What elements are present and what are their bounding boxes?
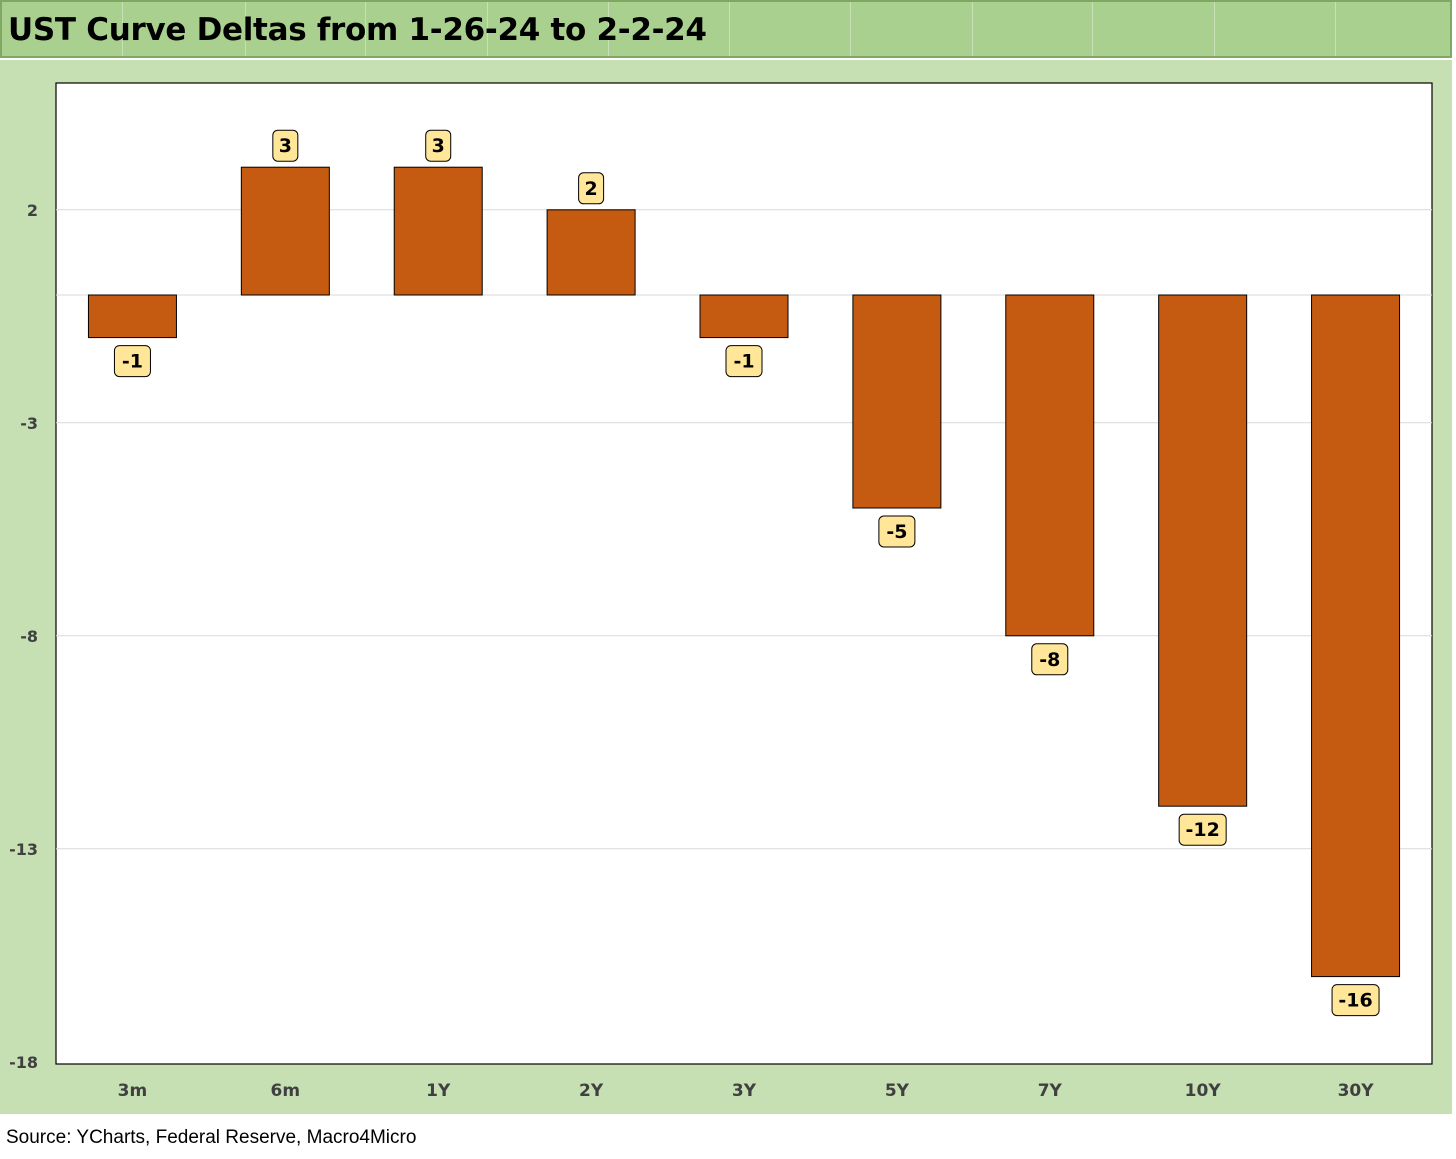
bar-7Y: [1005, 294, 1095, 637]
y-tick-label: -8: [20, 627, 38, 646]
y-tick-label: -13: [9, 840, 38, 859]
x-tick-label: 5Y: [885, 1081, 910, 1101]
x-tick-label: 3Y: [732, 1081, 757, 1101]
title-bar-gridlines: [2, 2, 1450, 56]
bar-10Y: [1158, 294, 1248, 807]
data-label: -5: [886, 521, 907, 543]
data-label-box: [272, 129, 299, 162]
x-tick-label: 2Y: [579, 1081, 604, 1101]
title-bar-gridline: [1092, 2, 1093, 56]
title-bar-gridline: [1214, 2, 1215, 56]
chart-title: UST Curve Deltas from 1-26-24 to 2-2-24: [8, 12, 707, 48]
data-label-box: [1031, 643, 1069, 676]
x-tick-label: 6m: [271, 1081, 301, 1101]
x-tick-label: 1Y: [426, 1081, 451, 1101]
title-bar-gridline: [365, 2, 366, 56]
title-bar-gridline: [122, 2, 123, 56]
data-label-box: [878, 515, 916, 548]
data-label: -16: [1338, 990, 1372, 1012]
title-bar-gridline: [608, 2, 609, 56]
bar-chart: 2 -3 -8 -13 -18 -1 3m 3 6m 3 1Y 2 2Y -1 3Y -5 5Y -8 7Y -12 1…: [9, 82, 1433, 1101]
title-bar-gridline: [729, 2, 730, 56]
data-label: -12: [1186, 819, 1220, 841]
bar-30Y: [1311, 294, 1401, 978]
data-label-box: [725, 345, 763, 378]
data-label: 2: [584, 178, 597, 200]
y-tick-label: 2: [27, 201, 38, 220]
data-label-box: [113, 345, 151, 378]
data-label: -1: [122, 351, 143, 373]
chart-area: 2 -3 -8 -13 -18 -1 3m 3 6m 3 1Y 2 2Y -1 3Y -5 5Y -8 7Y -12 1…: [0, 60, 1452, 1114]
data-label-box: [1331, 984, 1380, 1017]
bar-6m: [240, 166, 330, 296]
bar-3m: [87, 294, 177, 339]
data-label: 3: [279, 135, 292, 157]
data-label-box: [425, 129, 452, 162]
title-bar-gridline: [850, 2, 851, 56]
bar-1Y: [393, 166, 483, 296]
y-tick-label: -18: [9, 1053, 38, 1072]
title-bar-gridline: [1335, 2, 1336, 56]
data-label: -1: [733, 351, 754, 373]
bar-3Y: [699, 294, 789, 339]
source-note: Source: YCharts, Federal Reserve, Macro4…: [6, 1127, 417, 1148]
chart-title-bar: UST Curve Deltas from 1-26-24 to 2-2-24: [0, 0, 1452, 58]
x-tick-label: 10Y: [1185, 1081, 1222, 1101]
y-tick-label: -3: [20, 414, 38, 433]
x-tick-label: 3m: [118, 1081, 148, 1101]
data-label-box: [578, 172, 605, 205]
bar-5Y: [852, 294, 942, 509]
title-bar-gridline: [245, 2, 246, 56]
title-bar-gridline: [972, 2, 973, 56]
data-label: -8: [1039, 649, 1060, 671]
x-tick-label: 30Y: [1338, 1081, 1375, 1101]
data-label: 3: [432, 135, 445, 157]
x-tick-label: 7Y: [1038, 1081, 1063, 1101]
data-label-box: [1178, 813, 1227, 846]
title-bar-gridline: [487, 2, 488, 56]
bar-2Y: [546, 209, 636, 296]
